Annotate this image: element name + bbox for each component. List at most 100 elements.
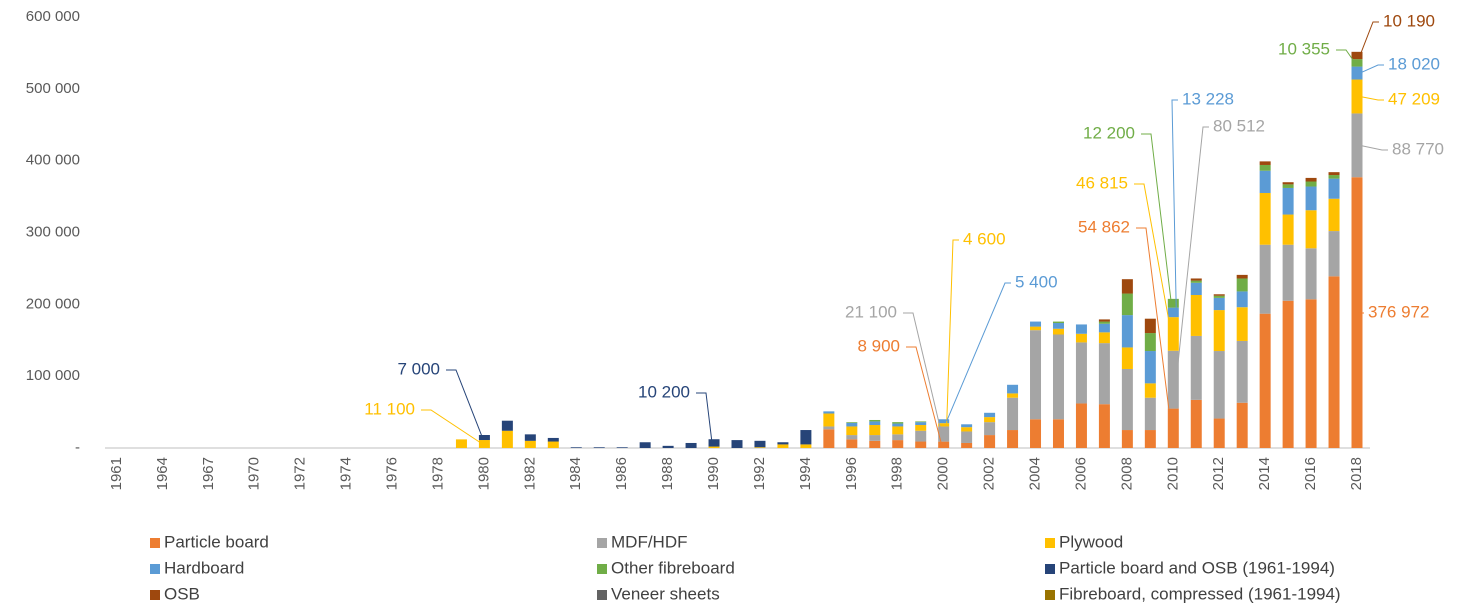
bar-segment: [685, 442, 697, 448]
bar-segment: [1259, 170, 1271, 193]
bar-segment: [1259, 313, 1271, 448]
bar-segment: [1121, 279, 1133, 294]
bar-segment: [1121, 315, 1133, 348]
bar-segment: [524, 434, 536, 441]
bar-segment: [1190, 280, 1202, 283]
data-label: 10 190: [1383, 11, 1435, 30]
bar-segment: [1213, 295, 1225, 298]
bar-segment: [1236, 402, 1248, 448]
bar-segment: [961, 431, 973, 443]
bar-segment: [823, 413, 835, 427]
bar-segment: [1236, 307, 1248, 341]
bar-segment: [501, 430, 513, 448]
bar-segment: [1144, 351, 1156, 384]
legend-swatch: [597, 564, 607, 574]
data-label: 8 900: [857, 336, 900, 355]
bar-segment: [754, 447, 766, 448]
bar-segment: [984, 435, 996, 448]
bar-segment: [1282, 182, 1294, 185]
bar-segment: [1098, 323, 1110, 333]
bar-segment: [616, 447, 628, 448]
bar-segment: [1282, 214, 1294, 245]
bar-segment: [1007, 393, 1019, 398]
bar-segment: [1305, 299, 1317, 448]
bar-segment: [1007, 430, 1019, 448]
bar-segment: [731, 440, 743, 448]
data-label: 13 228: [1182, 89, 1234, 108]
bar-segment: [547, 437, 559, 442]
bar-segment: [915, 422, 927, 426]
bar-segment: [915, 425, 927, 431]
bar-segment: [1075, 403, 1087, 448]
bar-segment: [1328, 175, 1340, 179]
x-tick-label: 2000: [935, 457, 952, 490]
bar-segment: [501, 420, 513, 431]
data-label: 10 200: [638, 382, 690, 401]
x-tick-label: 2002: [981, 457, 998, 490]
x-tick-label: 1967: [200, 457, 217, 490]
bar-segment: [1098, 319, 1110, 322]
bar-segment: [1351, 113, 1363, 178]
bar-segment: [1351, 59, 1363, 67]
x-tick-label: 1988: [659, 457, 676, 490]
data-label: 11 100: [364, 399, 415, 418]
bar-segment: [1075, 342, 1087, 404]
bar-segment: [823, 426, 835, 430]
x-tick-label: 1982: [521, 457, 538, 490]
data-label: 18 020: [1388, 54, 1440, 73]
legend-label: Veneer sheets: [611, 584, 720, 603]
legend-label: Particle board: [164, 532, 269, 551]
bar-segment: [1236, 340, 1248, 403]
bar-segment: [1328, 276, 1340, 448]
bar-segment: [777, 442, 789, 445]
bar-segment: [846, 422, 858, 423]
bar-segment: [1305, 210, 1317, 249]
legend-label: Fibreboard, compressed (1961-1994): [1059, 584, 1341, 603]
bar-segment: [1190, 335, 1202, 400]
leader-line: [1175, 126, 1209, 380]
bar-segment: [1190, 282, 1202, 295]
leader-line: [1359, 64, 1384, 74]
bar-segment: [455, 439, 467, 448]
bar-segment: [1282, 300, 1294, 448]
bar-segment: [1305, 181, 1317, 187]
bar-segment: [1213, 351, 1225, 419]
bar-segment: [961, 442, 973, 448]
bar-segment: [984, 422, 996, 436]
data-label: 7 000: [397, 359, 440, 378]
bar-segment: [1305, 186, 1317, 211]
bar-segment: [1167, 298, 1179, 308]
data-label: 47 209: [1388, 89, 1440, 108]
bar-segment: [570, 447, 582, 448]
bar-segment: [547, 441, 559, 448]
legend-swatch: [1045, 590, 1055, 600]
bar-segment: [846, 422, 858, 427]
leader-line: [906, 346, 943, 445]
bar-segment: [1236, 274, 1248, 279]
bar-segment: [1351, 51, 1363, 60]
bar-segment: [1007, 384, 1019, 394]
bar-segment: [1030, 330, 1042, 420]
bar-segment: [662, 445, 674, 448]
data-label: 5 400: [1015, 272, 1058, 291]
bar-segment: [938, 419, 950, 424]
bar-segment: [1351, 66, 1363, 80]
bar-segment: [869, 419, 881, 422]
bar-segment: [1351, 79, 1363, 114]
bar-segment: [938, 426, 950, 442]
bar-segment: [1305, 177, 1317, 182]
bar-segment: [1098, 404, 1110, 448]
bar-segment: [800, 444, 812, 448]
bar-segment: [1167, 307, 1179, 318]
bar-segment: [639, 442, 651, 448]
legend-swatch: [1045, 564, 1055, 574]
data-label: 88 770: [1392, 139, 1444, 158]
bar-segment: [1052, 334, 1064, 420]
bar-segment: [1190, 294, 1202, 336]
leader-line: [1134, 183, 1172, 335]
x-tick-label: 1984: [567, 457, 584, 490]
leader-line: [1359, 21, 1379, 56]
data-label: 4 600: [963, 229, 1006, 248]
bar-segment: [961, 424, 973, 428]
bar-segment: [1144, 333, 1156, 352]
